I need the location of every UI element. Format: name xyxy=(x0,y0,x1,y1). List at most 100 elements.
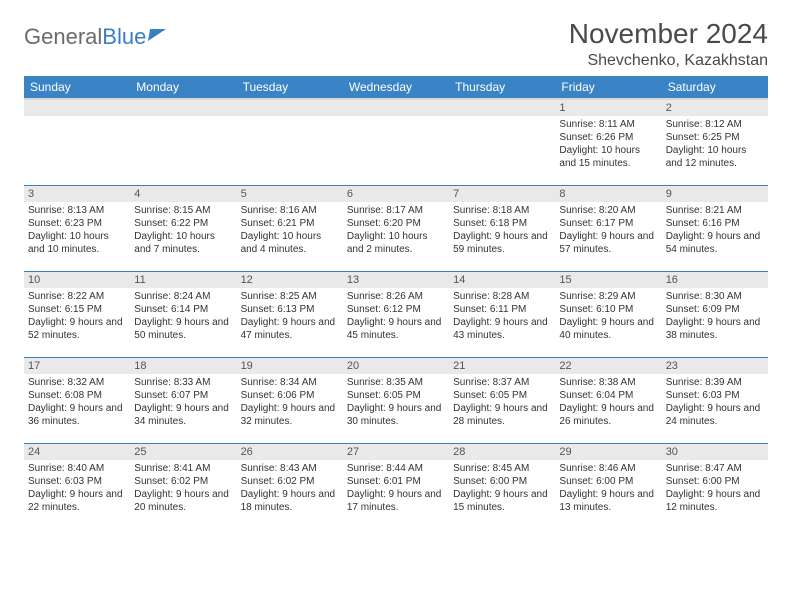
day-number: 29 xyxy=(555,444,661,460)
header-row: GeneralBlue November 2024 Shevchenko, Ka… xyxy=(24,18,768,70)
day-number: 18 xyxy=(130,358,236,374)
day-body: Sunrise: 8:44 AMSunset: 6:01 PMDaylight:… xyxy=(343,460,449,518)
daylight-text: Daylight: 9 hours and 24 minutes. xyxy=(666,402,764,428)
sunset-text: Sunset: 6:00 PM xyxy=(559,475,657,488)
sunset-text: Sunset: 6:02 PM xyxy=(134,475,232,488)
day-body: Sunrise: 8:43 AMSunset: 6:02 PMDaylight:… xyxy=(237,460,343,518)
daylight-text: Daylight: 9 hours and 26 minutes. xyxy=(559,402,657,428)
day-number: 14 xyxy=(449,272,555,288)
day-header-row: SundayMondayTuesdayWednesdayThursdayFrid… xyxy=(24,76,768,99)
day-number: 20 xyxy=(343,358,449,374)
daylight-text: Daylight: 9 hours and 47 minutes. xyxy=(241,316,339,342)
day-body: Sunrise: 8:32 AMSunset: 6:08 PMDaylight:… xyxy=(24,374,130,432)
day-body: Sunrise: 8:21 AMSunset: 6:16 PMDaylight:… xyxy=(662,202,768,260)
day-number: 22 xyxy=(555,358,661,374)
calendar-day-cell: 22Sunrise: 8:38 AMSunset: 6:04 PMDayligh… xyxy=(555,357,661,443)
sunset-text: Sunset: 6:11 PM xyxy=(453,303,551,316)
calendar-day-cell: 18Sunrise: 8:33 AMSunset: 6:07 PMDayligh… xyxy=(130,357,236,443)
sunrise-text: Sunrise: 8:29 AM xyxy=(559,290,657,303)
sunset-text: Sunset: 6:25 PM xyxy=(666,131,764,144)
sunset-text: Sunset: 6:21 PM xyxy=(241,217,339,230)
sunset-text: Sunset: 6:08 PM xyxy=(28,389,126,402)
day-number xyxy=(130,100,236,116)
calendar-day-cell: 10Sunrise: 8:22 AMSunset: 6:15 PMDayligh… xyxy=(24,271,130,357)
sunrise-text: Sunrise: 8:43 AM xyxy=(241,462,339,475)
calendar-day-cell: 9Sunrise: 8:21 AMSunset: 6:16 PMDaylight… xyxy=(662,185,768,271)
sunrise-text: Sunrise: 8:37 AM xyxy=(453,376,551,389)
day-number: 8 xyxy=(555,186,661,202)
day-body: Sunrise: 8:33 AMSunset: 6:07 PMDaylight:… xyxy=(130,374,236,432)
sunset-text: Sunset: 6:13 PM xyxy=(241,303,339,316)
day-body: Sunrise: 8:22 AMSunset: 6:15 PMDaylight:… xyxy=(24,288,130,346)
calendar-day-cell: 23Sunrise: 8:39 AMSunset: 6:03 PMDayligh… xyxy=(662,357,768,443)
day-header: Friday xyxy=(555,76,661,99)
sunset-text: Sunset: 6:03 PM xyxy=(28,475,126,488)
daylight-text: Daylight: 9 hours and 17 minutes. xyxy=(347,488,445,514)
calendar-day-cell: 8Sunrise: 8:20 AMSunset: 6:17 PMDaylight… xyxy=(555,185,661,271)
location-label: Shevchenko, Kazakhstan xyxy=(569,52,768,70)
sunrise-text: Sunrise: 8:39 AM xyxy=(666,376,764,389)
day-number: 1 xyxy=(555,100,661,116)
calendar-day-cell: 19Sunrise: 8:34 AMSunset: 6:06 PMDayligh… xyxy=(237,357,343,443)
sunrise-text: Sunrise: 8:40 AM xyxy=(28,462,126,475)
calendar-day-cell: 29Sunrise: 8:46 AMSunset: 6:00 PMDayligh… xyxy=(555,443,661,529)
day-body: Sunrise: 8:15 AMSunset: 6:22 PMDaylight:… xyxy=(130,202,236,260)
day-number: 19 xyxy=(237,358,343,374)
sunset-text: Sunset: 6:03 PM xyxy=(666,389,764,402)
daylight-text: Daylight: 10 hours and 12 minutes. xyxy=(666,144,764,170)
sunset-text: Sunset: 6:26 PM xyxy=(559,131,657,144)
day-header: Monday xyxy=(130,76,236,99)
day-body: Sunrise: 8:37 AMSunset: 6:05 PMDaylight:… xyxy=(449,374,555,432)
sunset-text: Sunset: 6:20 PM xyxy=(347,217,445,230)
sunrise-text: Sunrise: 8:46 AM xyxy=(559,462,657,475)
day-number: 16 xyxy=(662,272,768,288)
calendar-week-row: 17Sunrise: 8:32 AMSunset: 6:08 PMDayligh… xyxy=(24,357,768,443)
calendar-head: SundayMondayTuesdayWednesdayThursdayFrid… xyxy=(24,76,768,99)
day-body: Sunrise: 8:12 AMSunset: 6:25 PMDaylight:… xyxy=(662,116,768,174)
day-number: 15 xyxy=(555,272,661,288)
calendar-day-cell: 17Sunrise: 8:32 AMSunset: 6:08 PMDayligh… xyxy=(24,357,130,443)
sunrise-text: Sunrise: 8:25 AM xyxy=(241,290,339,303)
day-header: Saturday xyxy=(662,76,768,99)
day-header: Tuesday xyxy=(237,76,343,99)
day-number xyxy=(237,100,343,116)
calendar-day-cell: 26Sunrise: 8:43 AMSunset: 6:02 PMDayligh… xyxy=(237,443,343,529)
day-body: Sunrise: 8:17 AMSunset: 6:20 PMDaylight:… xyxy=(343,202,449,260)
day-number: 10 xyxy=(24,272,130,288)
sunrise-text: Sunrise: 8:26 AM xyxy=(347,290,445,303)
daylight-text: Daylight: 9 hours and 18 minutes. xyxy=(241,488,339,514)
calendar-week-row: 1 Sunrise: 8:11 AMSunset: 6:26 PM Daylight… xyxy=(24,99,768,185)
day-body: Sunrise: 8:13 AMSunset: 6:23 PMDaylight:… xyxy=(24,202,130,260)
day-number: 7 xyxy=(449,186,555,202)
day-number: 3 xyxy=(24,186,130,202)
calendar-day-cell: 27Sunrise: 8:44 AMSunset: 6:01 PMDayligh… xyxy=(343,443,449,529)
day-body: Sunrise: 8:39 AMSunset: 6:03 PMDaylight:… xyxy=(662,374,768,432)
calendar-day-cell: 3Sunrise: 8:13 AMSunset: 6:23 PMDaylight… xyxy=(24,185,130,271)
day-body: Sunrise: 8:46 AMSunset: 6:00 PMDaylight:… xyxy=(555,460,661,518)
sunset-text: Sunset: 6:06 PM xyxy=(241,389,339,402)
day-number: 11 xyxy=(130,272,236,288)
daylight-text: Daylight: 9 hours and 34 minutes. xyxy=(134,402,232,428)
brand-logo: GeneralBlue xyxy=(24,24,165,50)
sunrise-text: Sunrise: 8:35 AM xyxy=(347,376,445,389)
calendar-table: SundayMondayTuesdayWednesdayThursdayFrid… xyxy=(24,76,768,529)
daylight-text: Daylight: 9 hours and 43 minutes. xyxy=(453,316,551,342)
sunset-text: Sunset: 6:17 PM xyxy=(559,217,657,230)
calendar-day-cell: 15Sunrise: 8:29 AMSunset: 6:10 PMDayligh… xyxy=(555,271,661,357)
sunset-text: Sunset: 6:10 PM xyxy=(559,303,657,316)
daylight-text: Daylight: 9 hours and 52 minutes. xyxy=(28,316,126,342)
day-body: Sunrise: 8:29 AMSunset: 6:10 PMDaylight:… xyxy=(555,288,661,346)
daylight-text: Daylight: 9 hours and 12 minutes. xyxy=(666,488,764,514)
daylight-text: Daylight: 9 hours and 36 minutes. xyxy=(28,402,126,428)
daylight-text: Daylight: 10 hours and 10 minutes. xyxy=(28,230,126,256)
day-number: 30 xyxy=(662,444,768,460)
calendar-body: 1 Sunrise: 8:11 AMSunset: 6:26 PM Daylight… xyxy=(24,99,768,529)
calendar-day-cell: 24Sunrise: 8:40 AMSunset: 6:03 PMDayligh… xyxy=(24,443,130,529)
brand-text-part1: General xyxy=(24,24,102,50)
sunset-text: Sunset: 6:09 PM xyxy=(666,303,764,316)
sunrise-text: Sunrise: 8:11 AM xyxy=(559,118,657,131)
sunset-text: Sunset: 6:00 PM xyxy=(453,475,551,488)
day-body: Sunrise: 8:45 AMSunset: 6:00 PMDaylight:… xyxy=(449,460,555,518)
day-header: Wednesday xyxy=(343,76,449,99)
calendar-week-row: 24Sunrise: 8:40 AMSunset: 6:03 PMDayligh… xyxy=(24,443,768,529)
